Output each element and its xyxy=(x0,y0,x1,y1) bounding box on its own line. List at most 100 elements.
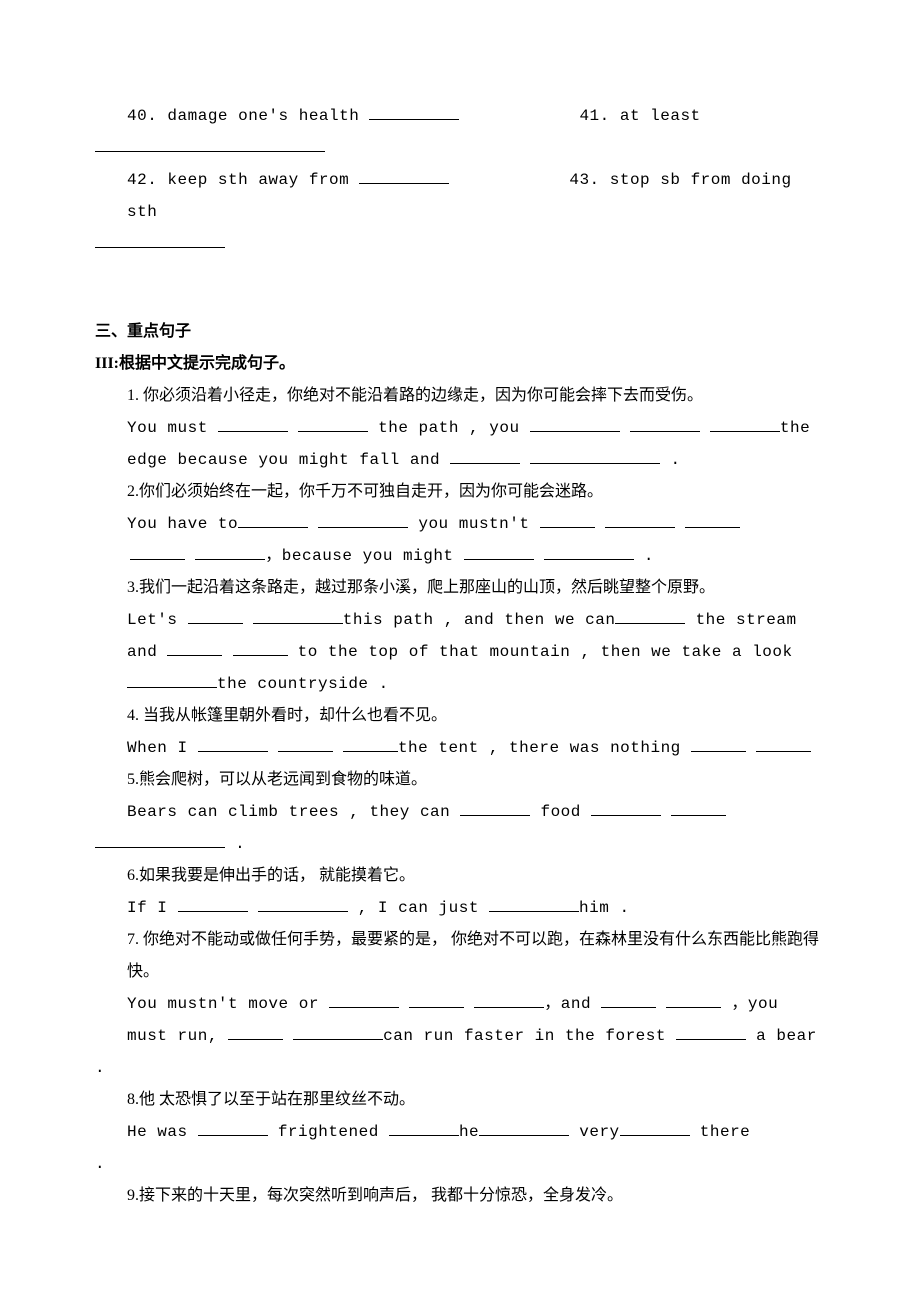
q4-en-line1: When I the tent , there was nothing xyxy=(95,732,825,764)
item-40-text: 40. damage one's health xyxy=(127,107,369,125)
q7-en-line3: . xyxy=(95,1052,825,1084)
blank xyxy=(479,1121,569,1136)
blank xyxy=(615,609,685,624)
text: the xyxy=(780,419,810,437)
q1-en-line2: edge because you might fall and . xyxy=(95,444,825,476)
blank xyxy=(605,513,675,528)
blank xyxy=(389,1121,459,1136)
blank xyxy=(450,449,520,464)
blank xyxy=(409,993,464,1008)
blank xyxy=(95,233,225,248)
blank xyxy=(460,801,530,816)
q1-en-line1: You must the path , you the xyxy=(95,412,825,444)
blank xyxy=(278,737,333,752)
text: . xyxy=(660,451,680,469)
blank xyxy=(293,1025,383,1040)
item-41-blank-row xyxy=(95,132,825,164)
blank xyxy=(464,545,534,560)
text: the path , you xyxy=(368,419,530,437)
q7-cn: 7. 你绝对不能动或做任何手势，最要紧的是， 你绝对不可以跑，在森林里没有什么东… xyxy=(95,924,825,988)
section-3-subheading: III:根据中文提示完成句子。 xyxy=(95,348,825,380)
q8-en-line2: . xyxy=(95,1148,825,1180)
blank xyxy=(489,897,579,912)
item-41-text: 41. at least xyxy=(579,107,700,125)
q8-en-line1: He was frightened he very there xyxy=(95,1116,825,1148)
q3-en-line2: and to the top of that mountain , then w… xyxy=(95,636,825,668)
blank xyxy=(359,169,449,184)
blank xyxy=(127,673,217,688)
text: food xyxy=(530,803,591,821)
item-42-text: 42. keep sth away from xyxy=(127,171,359,189)
blank xyxy=(218,417,288,432)
blank xyxy=(95,833,225,848)
text: If I xyxy=(127,899,178,917)
text: ，you xyxy=(721,995,778,1013)
blank xyxy=(591,801,661,816)
item-43-blank-row xyxy=(95,228,825,260)
blank xyxy=(710,417,780,432)
text: , I can just xyxy=(348,899,489,917)
blank xyxy=(198,1121,268,1136)
blank xyxy=(544,545,634,560)
text: frightened xyxy=(268,1123,389,1141)
text: You mustn't move or xyxy=(127,995,329,1013)
text: He was xyxy=(127,1123,198,1141)
blank xyxy=(95,137,325,152)
blank xyxy=(258,897,348,912)
text: the countryside . xyxy=(217,675,389,693)
q3-en-line3: the countryside . xyxy=(95,668,825,700)
text: You must xyxy=(127,419,218,437)
blank xyxy=(369,105,459,120)
q2-en-line2: ，because you might . xyxy=(95,540,825,572)
text: you mustn't xyxy=(408,515,539,533)
section-3-heading: 三、重点句子 xyxy=(95,316,825,348)
blank xyxy=(630,417,700,432)
blank xyxy=(195,545,265,560)
blank xyxy=(238,513,308,528)
text: You have to xyxy=(127,515,238,533)
text: ，and xyxy=(544,995,601,1013)
text: When I xyxy=(127,739,198,757)
blank xyxy=(540,513,595,528)
blank xyxy=(188,609,243,624)
text: to the top of that mountain , then we ta… xyxy=(288,643,793,661)
item-40-41-row: 40. damage one's health 41. at least xyxy=(95,100,825,132)
text: very xyxy=(569,1123,620,1141)
q6-en-line1: If I , I can just him . xyxy=(95,892,825,924)
q5-en-line2: . xyxy=(95,828,825,860)
blank xyxy=(318,513,408,528)
blank xyxy=(530,417,620,432)
blank xyxy=(233,641,288,656)
q5-cn: 5.熊会爬树，可以从老远闻到食物的味道。 xyxy=(95,764,825,796)
document-page: 40. damage one's health 41. at least 42.… xyxy=(0,0,920,1272)
q6-cn: 6.如果我要是伸出手的话， 就能摸着它。 xyxy=(95,860,825,892)
text: can run faster in the forest xyxy=(383,1027,676,1045)
blank xyxy=(671,801,726,816)
text: him . xyxy=(579,899,630,917)
q7-en-line2: must run, can run faster in the forest a… xyxy=(95,1020,825,1052)
text: this path , and then we can xyxy=(343,611,616,629)
blank xyxy=(474,993,544,1008)
q5-en-line1: Bears can climb trees , they can food xyxy=(95,796,825,828)
q7-en-line1: You mustn't move or ，and ，you xyxy=(95,988,825,1020)
blank xyxy=(666,993,721,1008)
blank xyxy=(253,609,343,624)
q9-cn: 9.接下来的十天里，每次突然听到响声后， 我都十分惊恐，全身发冷。 xyxy=(95,1180,825,1212)
blank xyxy=(228,1025,283,1040)
q3-en-line1: Let's this path , and then we can the st… xyxy=(95,604,825,636)
blank xyxy=(178,897,248,912)
text: Bears can climb trees , they can xyxy=(127,803,460,821)
text: the stream xyxy=(685,611,796,629)
blank xyxy=(130,545,185,560)
text: . xyxy=(634,547,654,565)
blank xyxy=(167,641,222,656)
q2-en-line1: You have to you mustn't xyxy=(95,508,825,540)
blank xyxy=(676,1025,746,1040)
text: . xyxy=(225,835,245,853)
blank xyxy=(198,737,268,752)
blank xyxy=(601,993,656,1008)
blank xyxy=(298,417,368,432)
text: he xyxy=(459,1123,479,1141)
q2-cn: 2.你们必须始终在一起，你千万不可独自走开，因为你可能会迷路。 xyxy=(95,476,825,508)
blank xyxy=(685,513,740,528)
